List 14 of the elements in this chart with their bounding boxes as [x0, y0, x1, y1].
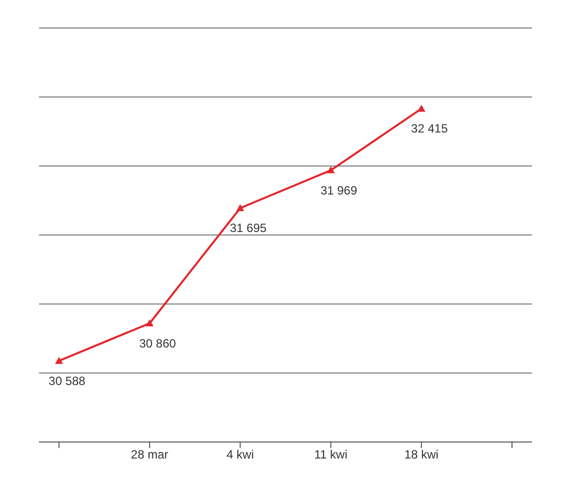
x-tick-label: 18 kwi	[404, 448, 438, 462]
point	[326, 166, 335, 174]
data-label: 32 415	[411, 122, 448, 136]
point	[236, 204, 244, 212]
data-label: 31 969	[320, 183, 358, 198]
point	[146, 319, 154, 326]
x-tick-label: 11 kwi	[314, 448, 348, 462]
point	[55, 356, 63, 364]
point	[417, 104, 426, 112]
data-label: 30 860	[139, 336, 176, 350]
data-label: 30 588	[48, 374, 86, 388]
data-label: 31 695	[230, 221, 267, 236]
x-tick-label: 4 kwi	[226, 448, 254, 462]
x-tick-label: 28 mar	[130, 448, 168, 462]
